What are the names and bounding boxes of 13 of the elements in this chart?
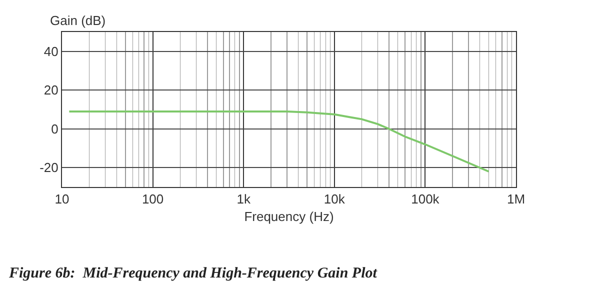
y-tick-label: 0	[51, 121, 58, 136]
y-tick-label: 40	[44, 44, 58, 59]
x-tick-label: 100	[142, 192, 164, 207]
x-tick-label: 10	[54, 192, 70, 207]
x-tick-label: 100k	[411, 192, 440, 207]
y-axis-title: Gain (dB)	[50, 13, 106, 28]
y-tick-label: 20	[44, 82, 58, 98]
y-tick-label: -20	[40, 160, 58, 176]
x-tick-label: 10k	[324, 192, 346, 207]
text: Figure 6b: Mid-Frequency and High-Frequency Gain Plot	[8, 265, 378, 282]
x-axis-title: Frequency (Hz)	[244, 209, 334, 224]
x-tick-label: 1M	[506, 192, 526, 207]
x-tick-label: 1k	[236, 192, 251, 207]
